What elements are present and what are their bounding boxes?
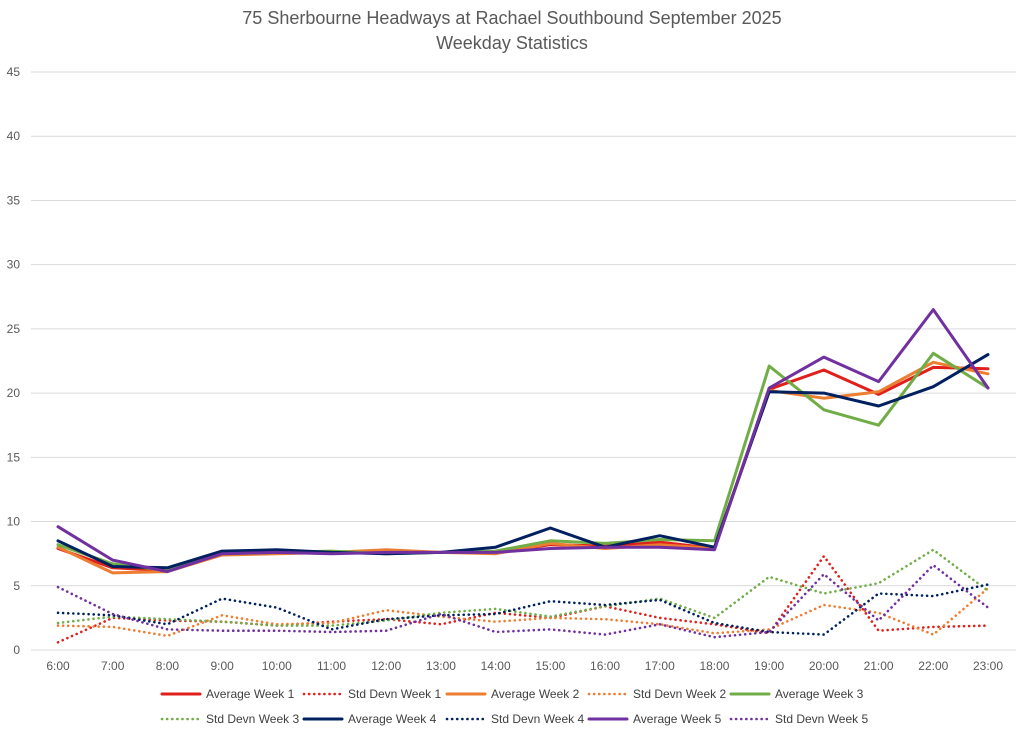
legend-label: Std Devn Week 1	[348, 687, 441, 701]
x-tick-label: 13:00	[426, 659, 456, 673]
series-line-average-week-4	[56, 353, 990, 570]
y-tick-label: 5	[13, 579, 20, 593]
y-axis-ticks: 0 5 10 15 20 25 30 35 40 45	[7, 65, 21, 657]
y-tick-label: 20	[7, 386, 21, 400]
chart-subtitle: Weekday Statistics	[436, 33, 588, 53]
x-tick-label: 22:00	[918, 659, 948, 673]
series-line-std-devn-week-4	[56, 583, 990, 636]
legend-label: Std Devn Week 4	[491, 712, 584, 726]
x-tick-label: 12:00	[371, 659, 401, 673]
x-tick-label: 14:00	[481, 659, 511, 673]
y-tick-label: 40	[7, 129, 21, 143]
legend: Average Week 1 Std Devn Week 1 Average Wee…	[160, 687, 868, 726]
y-tick-label: 30	[7, 258, 21, 272]
x-tick-label: 17:00	[645, 659, 675, 673]
legend-label: Average Week 5	[633, 712, 722, 726]
y-tick-label: 10	[7, 515, 21, 529]
legend-label: Std Devn Week 3	[206, 712, 299, 726]
series-line-std-devn-week-5	[56, 563, 990, 639]
x-tick-label: 19:00	[754, 659, 784, 673]
chart-title: 75 Sherbourne Headways at Rachael Southb…	[242, 8, 781, 28]
x-tick-label: 16:00	[590, 659, 620, 673]
x-tick-label: 7:00	[101, 659, 125, 673]
x-tick-label: 20:00	[809, 659, 839, 673]
x-tick-label: 21:00	[864, 659, 894, 673]
x-tick-label: 9:00	[210, 659, 234, 673]
x-tick-label: 6:00	[46, 659, 70, 673]
legend-label: Average Week 3	[775, 687, 864, 701]
legend-label: Std Devn Week 2	[633, 687, 726, 701]
x-tick-label: 11:00	[317, 659, 346, 673]
series-line-std-devn-week-1	[56, 554, 990, 644]
legend-label: Average Week 1	[206, 687, 295, 701]
y-tick-label: 35	[7, 193, 21, 207]
gridlines	[31, 71, 1016, 651]
x-tick-label: 10:00	[262, 659, 292, 673]
x-tick-label: 18:00	[699, 659, 729, 673]
x-axis-ticks: 6:00 7:00 8:00 9:00 10:00 11:00 12:00 13:00 14:0…	[46, 659, 1003, 673]
y-tick-label: 25	[7, 322, 21, 336]
legend-label: Average Week 4	[348, 712, 437, 726]
y-tick-label: 0	[13, 643, 20, 657]
series-line-std-devn-week-2	[56, 586, 990, 638]
x-tick-label: 8:00	[156, 659, 180, 673]
legend-label: Std Devn Week 5	[775, 712, 868, 726]
legend-label: Average Week 2	[491, 687, 580, 701]
series-lines	[56, 308, 990, 644]
series-line-average-week-2	[56, 360, 990, 575]
y-tick-label: 15	[7, 450, 21, 464]
series-line-average-week-5	[56, 308, 990, 574]
x-tick-label: 15:00	[535, 659, 565, 673]
y-tick-label: 45	[7, 65, 21, 79]
x-tick-label: 23:00	[973, 659, 1003, 673]
